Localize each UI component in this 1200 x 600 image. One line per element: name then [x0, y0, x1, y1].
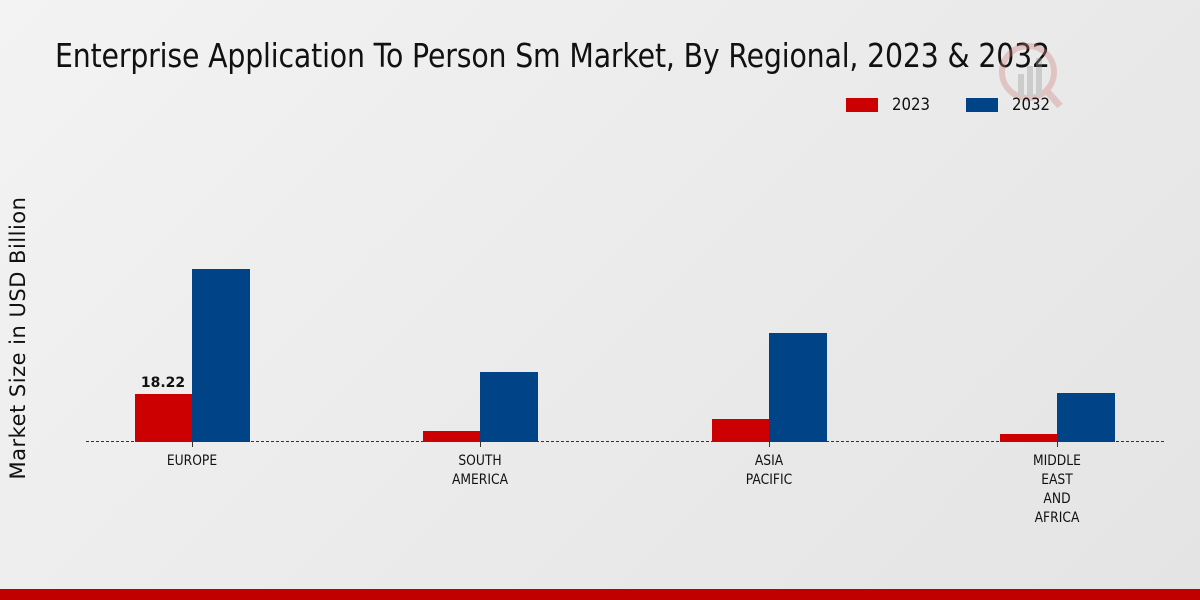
x-axis-label-middle-east-and-africa: MIDDLE EAST AND AFRICA: [1033, 453, 1081, 526]
legend-item-2023[interactable]: 2023: [846, 95, 935, 115]
bar-asia-pacific-2023[interactable]: [712, 419, 769, 442]
legend-swatch-2023: [846, 98, 878, 112]
x-tick: [480, 442, 481, 447]
bar-south-america-2023[interactable]: [423, 431, 480, 442]
bar-europe-2032[interactable]: [192, 269, 250, 442]
chart-title: Enterprise Application To Person Sm Mark…: [55, 36, 1050, 75]
x-axis-label-europe: EUROPE: [166, 453, 218, 469]
bar-asia-pacific-2032[interactable]: [769, 333, 827, 442]
footer-bar: [0, 589, 1200, 600]
x-axis-label-asia-pacific: ASIA PACIFIC: [745, 453, 793, 488]
data-label-europe-2023: 18.22: [140, 375, 186, 391]
x-axis-baseline: [86, 441, 1164, 442]
legend-label-2032: 2032: [1012, 95, 1051, 115]
bar-middle-east-and-africa-2032[interactable]: [1057, 393, 1115, 442]
legend-item-2032[interactable]: 2032: [966, 95, 1055, 115]
bar-south-america-2032[interactable]: [480, 372, 538, 442]
x-axis-label-south-america: SOUTH AMERICA: [451, 453, 509, 488]
x-tick: [1057, 442, 1058, 447]
bar-europe-2023[interactable]: [135, 394, 192, 442]
x-tick: [769, 442, 770, 447]
bar-middle-east-and-africa-2023[interactable]: [1000, 434, 1057, 442]
x-tick: [192, 442, 193, 447]
legend-label-2023: 2023: [892, 95, 931, 115]
watermark-logo-icon: [999, 43, 1063, 109]
legend-swatch-2032: [966, 98, 998, 112]
